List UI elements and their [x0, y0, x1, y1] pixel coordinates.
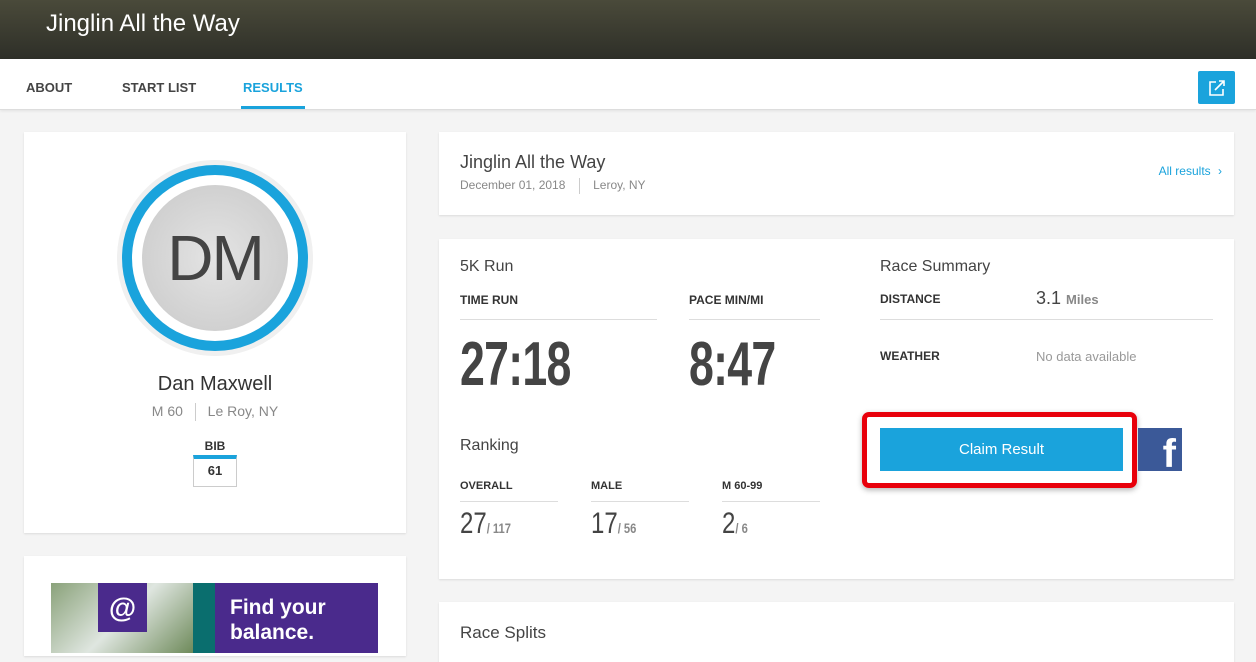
rank-age-total: / 6	[735, 520, 748, 536]
facebook-icon[interactable]: f	[1138, 428, 1182, 471]
divider	[880, 319, 1213, 320]
athlete-location: Le Roy, NY	[207, 403, 279, 419]
all-results-link[interactable]: All results ›	[1159, 164, 1222, 178]
ad-text-1: Find your	[230, 596, 326, 619]
distance-unit: Miles	[1066, 292, 1099, 307]
tab-nav: ABOUT START LIST RESULTS	[0, 59, 1256, 110]
pace-value: 8:47	[689, 330, 776, 399]
athlete-card: DM Dan Maxwell M 60 Le Roy, NY BIB 61	[24, 132, 406, 533]
pace-label: PACE MIN/MI	[689, 293, 764, 307]
rank-male-place: 17	[591, 507, 618, 540]
rank-male-total: / 56	[617, 520, 637, 536]
splits-title: Race Splits	[460, 623, 546, 642]
event-card: Jinglin All the Way December 01, 2018 Le…	[439, 132, 1234, 215]
ranking-title: Ranking	[460, 437, 519, 454]
divider	[591, 501, 689, 502]
rank-overall-place: 27	[460, 507, 487, 540]
avatar: DM	[117, 160, 313, 356]
event-hero-banner: Jinglin All the Way	[0, 0, 1256, 59]
all-results-label: All results	[1158, 164, 1211, 178]
divider	[194, 403, 196, 422]
result-card: 5K Run TIME RUN PACE MIN/MI 27:18 8:47 R…	[439, 239, 1234, 579]
event-date: December 01, 2018	[460, 178, 566, 193]
distance-value: 3.1	[1036, 288, 1062, 308]
athlete-gender-age: M 60	[151, 403, 183, 419]
hero-title: Jinglin All the Way	[46, 10, 240, 37]
summary-title: Race Summary	[880, 258, 991, 275]
ad-text-2: balance.	[230, 621, 315, 644]
tab-results[interactable]: RESULTS	[241, 80, 305, 109]
rank-label-male: MALE	[591, 480, 623, 492]
chevron-right-icon: ›	[1218, 164, 1222, 178]
avatar-initials: DM	[142, 185, 288, 331]
event-location: Leroy, NY	[593, 178, 646, 193]
rank-label-overall: OVERALL	[460, 480, 513, 492]
divider	[460, 501, 558, 502]
highlight-box	[862, 412, 1137, 488]
ad-card: @ Find your balance.	[24, 556, 406, 656]
divider	[578, 178, 580, 194]
divider	[722, 501, 820, 502]
rank-overall-total: / 117	[486, 520, 511, 536]
race-name: 5K Run	[460, 258, 514, 275]
share-icon	[1208, 79, 1225, 96]
time-value: 27:18	[460, 330, 571, 399]
weather-value: No data available	[1036, 349, 1137, 364]
rank-male: 17/ 56	[591, 507, 636, 541]
tab-about[interactable]: ABOUT	[26, 80, 73, 95]
splits-card: Race Splits	[439, 602, 1234, 662]
divider	[689, 319, 820, 320]
weather-label: WEATHER	[880, 349, 940, 363]
share-button[interactable]	[1198, 71, 1235, 104]
rank-age-place: 2	[722, 507, 736, 540]
divider	[460, 319, 657, 320]
event-title: Jinglin All the Way	[460, 152, 606, 172]
rank-age: 2/ 6	[722, 507, 748, 541]
ad-logo: @	[98, 583, 147, 632]
bib-number: 61	[193, 455, 237, 487]
rank-label-age: M 60-99	[722, 480, 763, 492]
time-label: TIME RUN	[460, 293, 518, 307]
rank-overall: 27/ 117	[460, 507, 511, 541]
distance-label: DISTANCE	[880, 292, 941, 306]
advertisement[interactable]: @ Find your balance.	[51, 583, 378, 653]
claim-result-button[interactable]: Claim Result	[880, 428, 1123, 471]
athlete-name: Dan Maxwell	[157, 373, 273, 395]
tab-start-list[interactable]: START LIST	[122, 80, 197, 95]
bib-label: BIB	[204, 439, 226, 453]
